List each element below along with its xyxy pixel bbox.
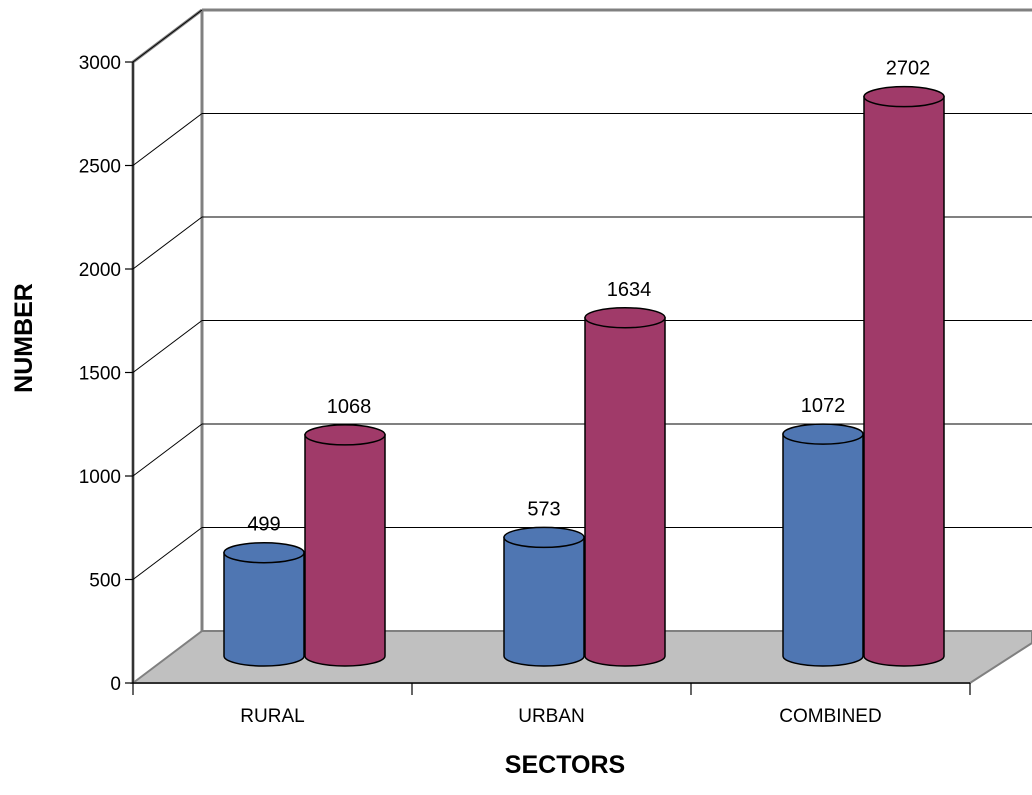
y-tick-label: 500 (89, 571, 121, 592)
side-gridline (132, 113, 203, 166)
x-tick-label: COMBINED (779, 706, 881, 727)
x-tick-label: RURAL (240, 706, 304, 727)
bar (304, 424, 386, 667)
data-label: 1072 (801, 395, 846, 417)
data-label: 499 (247, 514, 280, 536)
axes: 0 500 1000 1500 2000 2500 3000 RURAL URBAN COMBIN… (79, 53, 971, 727)
bar-top (304, 424, 386, 446)
bars (223, 85, 945, 667)
y-axis-title: NUMBER (10, 283, 38, 393)
side-gridline (132, 423, 203, 477)
y-tick-label: 3000 (79, 53, 121, 74)
bar (223, 541, 305, 667)
data-label: 1068 (327, 396, 372, 418)
side-gridline (132, 9, 203, 63)
y-tick-label: 2000 (79, 260, 121, 281)
data-label: 573 (527, 498, 560, 520)
bar-top (782, 423, 864, 445)
bar-body (223, 551, 305, 667)
y-tick-label: 1500 (79, 364, 121, 385)
bar-top (863, 85, 945, 108)
x-tick-label: URBAN (518, 706, 585, 727)
side-gridline (132, 527, 203, 580)
labels: 499 573 1072 1068 1634 2702 (247, 58, 930, 536)
y-tick-label: 2500 (79, 157, 121, 178)
x-axis-title: SECTORS (505, 751, 625, 779)
bar (782, 423, 864, 667)
bar (863, 85, 945, 667)
bar (584, 307, 666, 667)
bar-body (304, 434, 386, 667)
bar-body (863, 95, 945, 667)
bar (503, 526, 585, 667)
y-tick-label: 0 (110, 674, 121, 695)
side-gridline (132, 216, 203, 270)
bar-top (503, 526, 585, 549)
data-label: 1634 (607, 279, 652, 301)
bar-body (782, 433, 864, 667)
bar-top (584, 307, 666, 329)
bar-top (223, 541, 305, 564)
bar-body (503, 536, 585, 667)
bar-body (584, 317, 666, 667)
data-label: 2702 (886, 58, 931, 80)
side-gridline (132, 320, 203, 373)
y-tick-label: 1000 (79, 467, 121, 488)
